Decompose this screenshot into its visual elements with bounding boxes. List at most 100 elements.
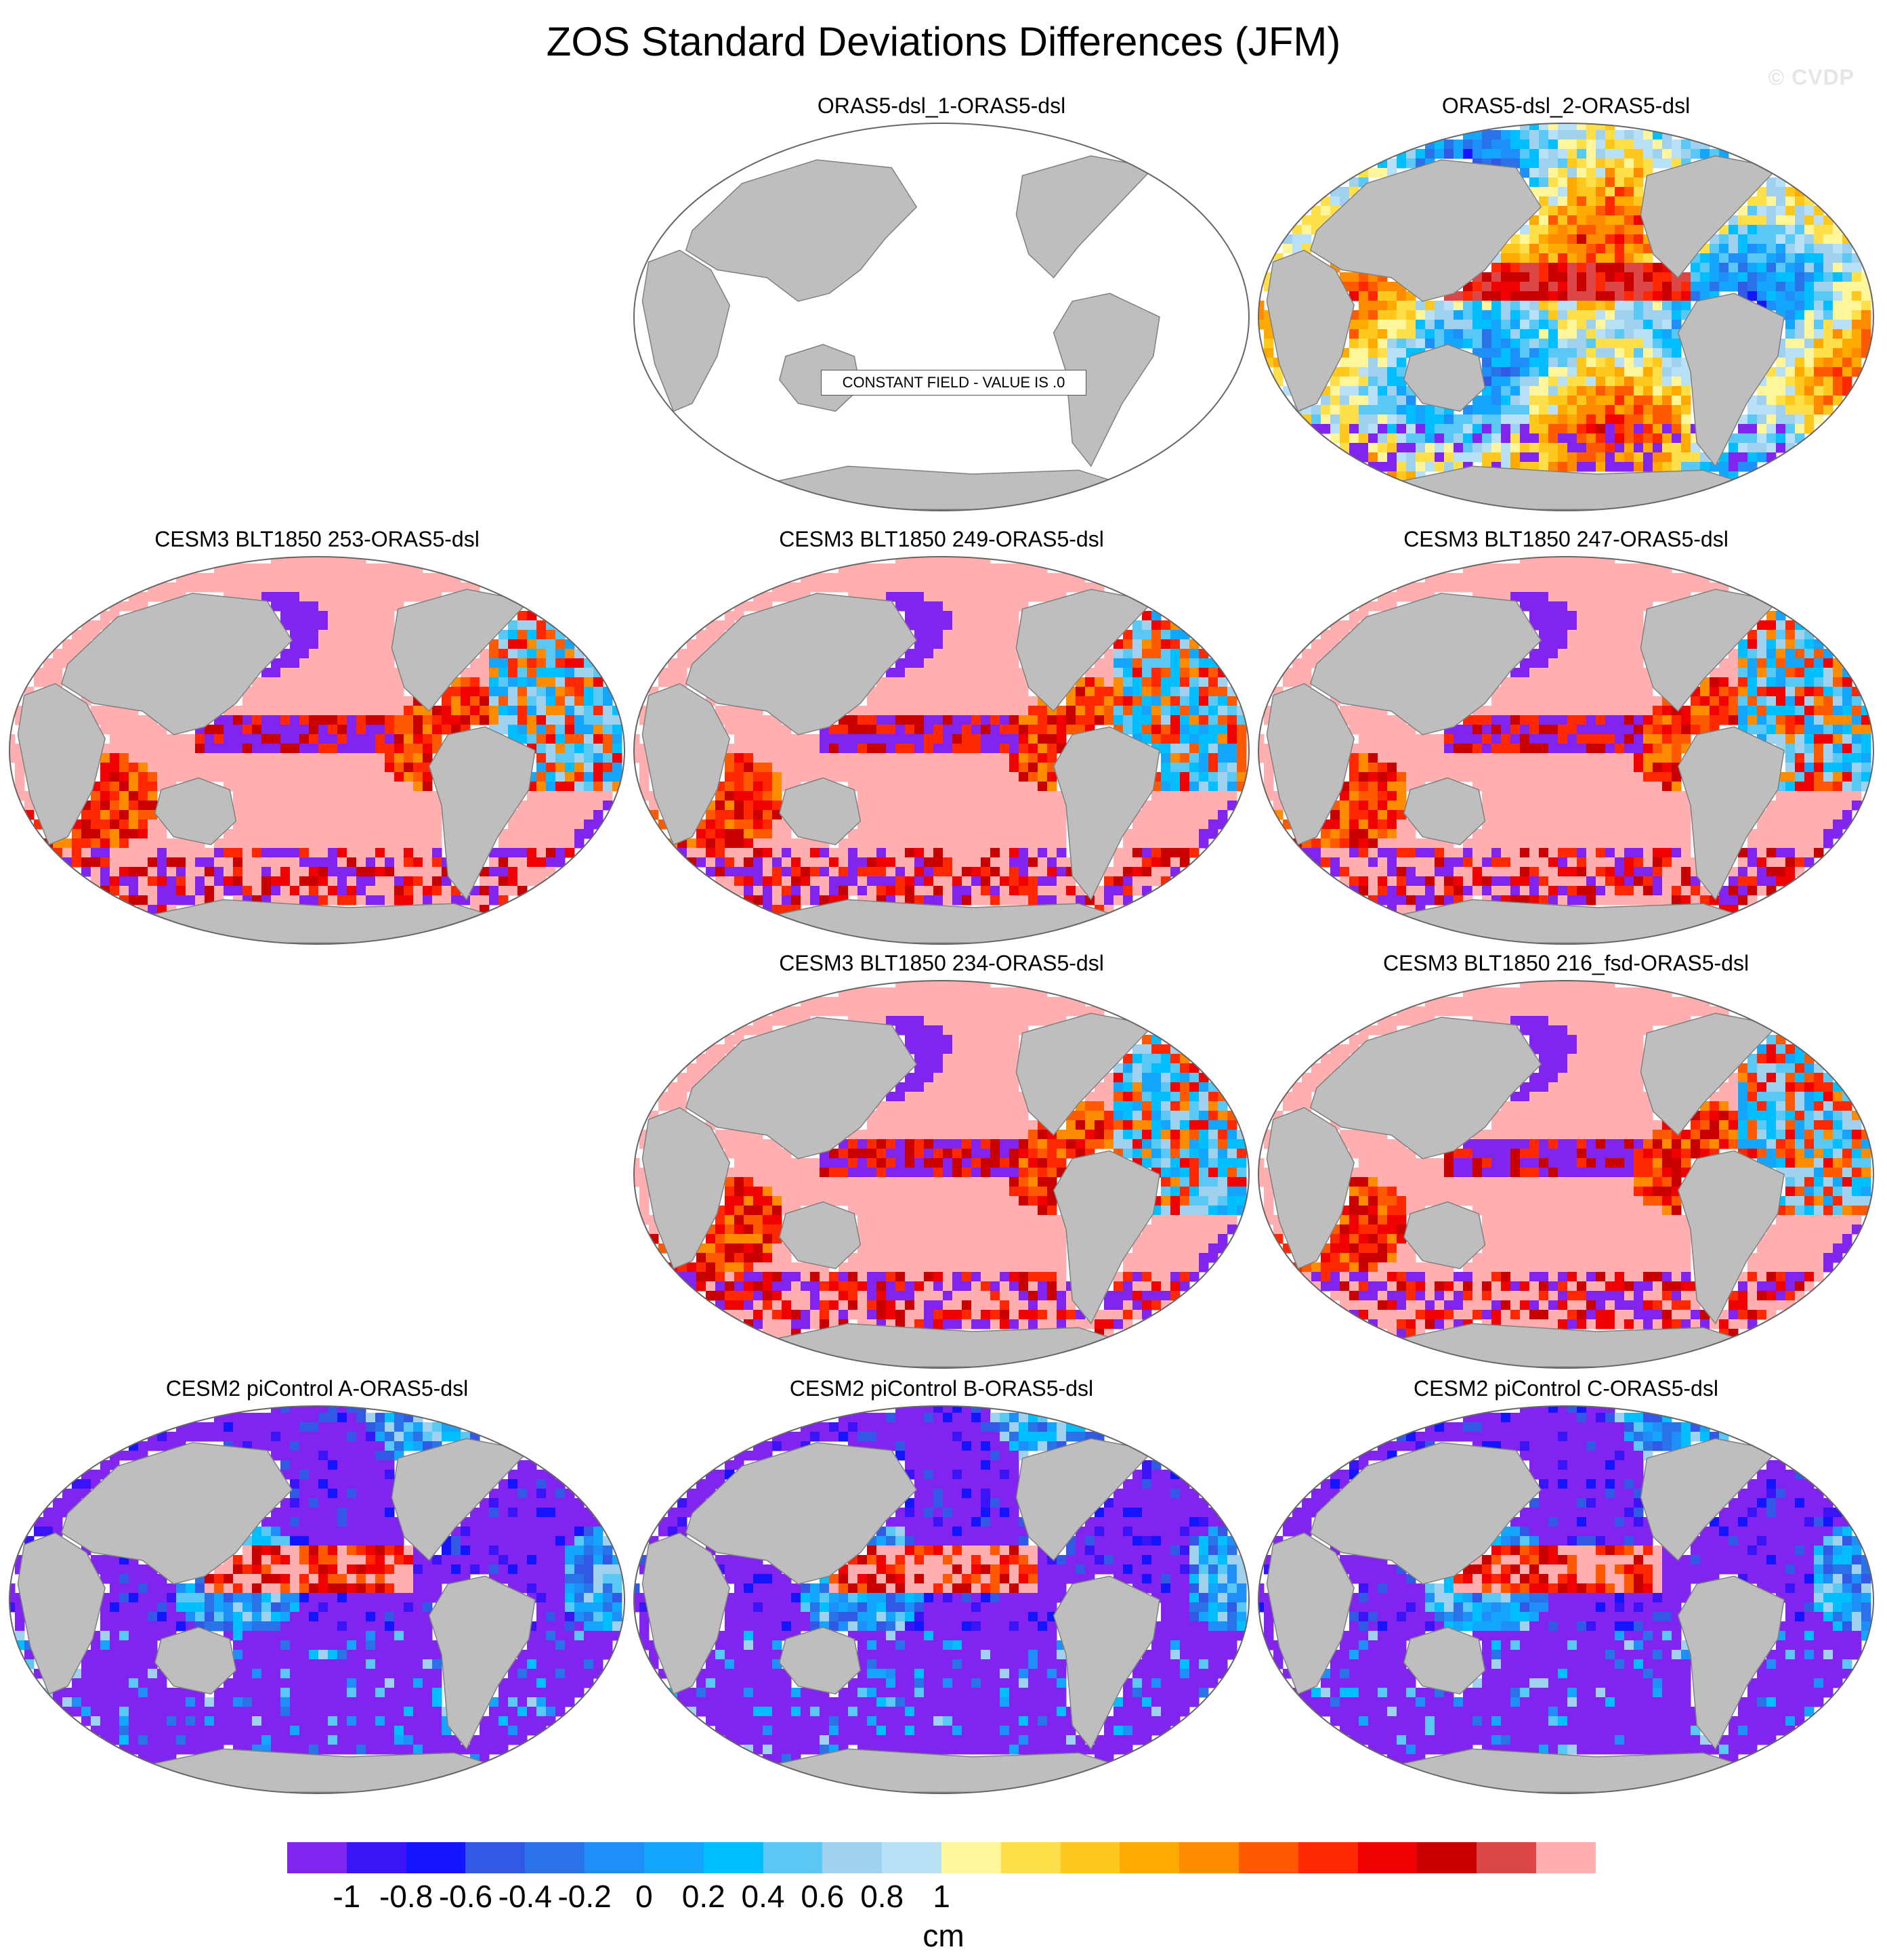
landmass xyxy=(1266,1532,1355,1695)
ocean-field xyxy=(9,1406,624,1793)
colorbar-units: cm xyxy=(923,1918,964,1953)
landmass xyxy=(17,683,106,846)
landmass xyxy=(391,589,530,712)
map-cesm2-picontrol-c xyxy=(1258,1405,1874,1794)
ocean-field xyxy=(634,1406,1249,1793)
map-oras5-dsl-1 xyxy=(633,123,1250,511)
landmass xyxy=(1053,1150,1160,1325)
map-oras5-dsl-2 xyxy=(1258,123,1874,511)
colorbar-swatch xyxy=(1239,1842,1298,1873)
watermark: © CVDP xyxy=(1768,65,1854,89)
landmass xyxy=(685,593,918,736)
landmass xyxy=(685,1442,918,1585)
landmass xyxy=(1015,155,1155,279)
map-cesm3-253 xyxy=(9,556,625,945)
ocean-field xyxy=(634,557,1249,944)
landmass xyxy=(428,726,536,901)
map-outline xyxy=(1258,556,1874,945)
colorbar-swatch xyxy=(1000,1842,1061,1873)
panel-title: ORAS5-dsl_1-ORAS5-dsl xyxy=(817,93,1066,118)
colorbar-swatch xyxy=(1298,1842,1358,1873)
colorbar-swatch xyxy=(822,1842,883,1873)
colorbar-swatch xyxy=(882,1842,941,1873)
map-outline xyxy=(633,556,1250,945)
ocean-field xyxy=(1258,981,1873,1368)
panel-title: CESM3 BLT1850 234-ORAS5-dsl xyxy=(779,951,1104,975)
landmass xyxy=(1309,593,1542,736)
colorbar-swatch xyxy=(1179,1842,1239,1873)
colorbar-tick-label: -0.2 xyxy=(557,1879,612,1914)
landmass xyxy=(1015,1013,1155,1136)
landmass xyxy=(154,777,237,846)
colorbar-swatch xyxy=(643,1842,704,1873)
landmass xyxy=(428,1575,536,1750)
map-cesm2-picontrol-a xyxy=(9,1405,625,1794)
map-cesm3-216-fsd xyxy=(1258,980,1874,1369)
landmass xyxy=(1640,155,1779,279)
ocean-field xyxy=(1258,123,1873,511)
landmass xyxy=(1053,1575,1160,1750)
colorbar-swatch xyxy=(406,1842,466,1873)
panel-title: CESM3 BLT1850 216_fsd-ORAS5-dsl xyxy=(1382,951,1750,975)
panel-oras5-dsl-1: ORAS5-dsl_1-ORAS5-dsl CONSTANT FIELD - V… xyxy=(630,92,1253,526)
landmass xyxy=(778,777,862,846)
colorbar-swatch xyxy=(1536,1842,1596,1873)
panel-cesm3-216-fsd: CESM3 BLT1850 216_fsd-ORAS5-dsl xyxy=(1254,950,1878,1383)
colorbar-tick-label: 0.8 xyxy=(860,1879,904,1914)
ocean-field xyxy=(634,123,1249,511)
map-cesm3-247 xyxy=(1258,556,1874,945)
landmass xyxy=(778,1201,862,1270)
colorbar-swatch xyxy=(1060,1842,1120,1873)
panel-title: ORAS5-dsl_2-ORAS5-dsl xyxy=(1441,93,1691,118)
landmass xyxy=(1403,1201,1486,1270)
landmass xyxy=(1309,1017,1542,1159)
colorbar-swatch xyxy=(1417,1842,1477,1873)
colorbar-tick-label: -0.8 xyxy=(379,1879,433,1914)
ocean-field xyxy=(1258,557,1873,944)
colorbar-swatch xyxy=(763,1842,823,1873)
colorbar-swatch xyxy=(287,1842,347,1873)
colorbar-tick-label: 1 xyxy=(933,1879,950,1914)
landmass xyxy=(1677,293,1785,467)
ocean-field xyxy=(634,981,1249,1368)
colorbar-swatch xyxy=(525,1842,585,1873)
landmass xyxy=(1403,343,1486,412)
colorbar-tick-label: 0.2 xyxy=(681,1879,725,1914)
landmass xyxy=(1266,1107,1355,1270)
colorbar-swatch xyxy=(941,1842,1001,1873)
constant-field-label: CONSTANT FIELD - VALUE IS .0 xyxy=(821,370,1086,396)
landmass xyxy=(1403,777,1486,846)
panel-cesm3-247: CESM3 BLT1850 247-ORAS5-dsl xyxy=(1254,526,1878,959)
panel-title: CESM3 BLT1850 249-ORAS5-dsl xyxy=(779,527,1104,551)
landmass xyxy=(1796,139,1848,192)
landmass xyxy=(1309,159,1542,302)
panel-cesm3-249: CESM3 BLT1850 249-ORAS5-dsl xyxy=(630,526,1253,959)
colorbar-swatch xyxy=(703,1842,763,1873)
panel-title: CESM2 piControl C-ORAS5-dsl xyxy=(1414,1376,1718,1401)
landmass xyxy=(17,1532,106,1695)
panel-cesm2-picontrol-a: CESM2 piControl A-ORAS5-dsl xyxy=(5,1375,629,1808)
landmass xyxy=(1640,1438,1779,1562)
landmass xyxy=(641,249,730,412)
landmass xyxy=(1640,1013,1779,1136)
landmass xyxy=(1171,139,1223,192)
colorbar-tick-label: -0.6 xyxy=(438,1879,493,1914)
landmass xyxy=(641,1532,730,1695)
landmass xyxy=(685,1017,918,1159)
figure-title: ZOS Standard Deviations Differences (JFM… xyxy=(546,19,1341,64)
landmass xyxy=(1053,293,1160,467)
colorbar-swatch xyxy=(1357,1842,1418,1873)
panel-oras5-dsl-2: ORAS5-dsl_2-ORAS5-dsl xyxy=(1254,92,1878,526)
panel-cesm3-234: CESM3 BLT1850 234-ORAS5-dsl xyxy=(630,950,1253,1383)
ocean-field xyxy=(1258,1406,1873,1793)
landmass xyxy=(1015,589,1155,712)
panel-cesm3-253: CESM3 BLT1850 253-ORAS5-dsl xyxy=(5,526,629,959)
panel-title: CESM3 BLT1850 247-ORAS5-dsl xyxy=(1403,527,1729,551)
landmass xyxy=(60,1442,293,1585)
colorbar-tick-label: -1 xyxy=(333,1879,361,1914)
landmass xyxy=(60,593,293,736)
map-outline xyxy=(633,980,1250,1369)
landmass xyxy=(778,1626,862,1695)
ocean-field xyxy=(9,557,624,944)
colorbar-tick-label: -0.4 xyxy=(498,1879,552,1914)
